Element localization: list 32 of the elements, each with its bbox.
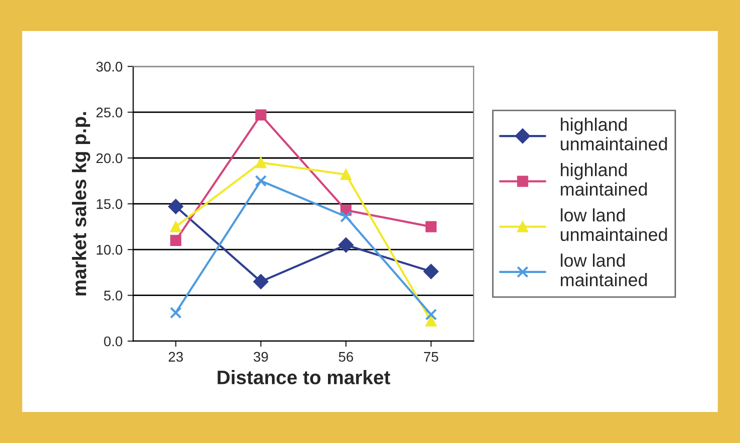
y-tick-label: 0.0 <box>104 336 122 346</box>
legend-label: low land maintained <box>560 254 647 286</box>
point <box>170 234 182 246</box>
point <box>425 221 437 232</box>
x-tick-label: 56 <box>338 352 354 362</box>
x-axis-title: Distance to market <box>218 370 390 384</box>
point <box>255 109 266 121</box>
y-tick-label: 10.0 <box>96 244 122 255</box>
point <box>170 306 182 319</box>
point <box>340 168 352 180</box>
y-tick-label: 25.0 <box>96 108 122 118</box>
y-axis-title: market sales kg p.p. <box>72 112 90 296</box>
legend-label: highland unmaintained <box>560 118 667 150</box>
point <box>253 274 268 290</box>
y-tick-label: 30.0 <box>96 62 122 72</box>
point <box>425 308 437 320</box>
y-tick-label: 20.0 <box>96 153 122 164</box>
point <box>425 315 437 327</box>
point <box>255 157 266 168</box>
point <box>423 264 439 280</box>
x-tick-label: 75 <box>424 352 438 362</box>
x-tick-label: 39 <box>254 352 268 362</box>
legend-label: low land unmaintained <box>560 208 667 242</box>
point <box>338 237 354 253</box>
y-tick-label: 15.0 <box>96 199 122 209</box>
point <box>170 221 182 232</box>
point <box>340 210 352 223</box>
point <box>254 174 267 187</box>
x-tick-label: 23 <box>168 352 183 362</box>
y-tick-label: 5.0 <box>104 290 122 301</box>
legend-label: highland maintained <box>560 162 647 196</box>
point <box>168 198 184 214</box>
